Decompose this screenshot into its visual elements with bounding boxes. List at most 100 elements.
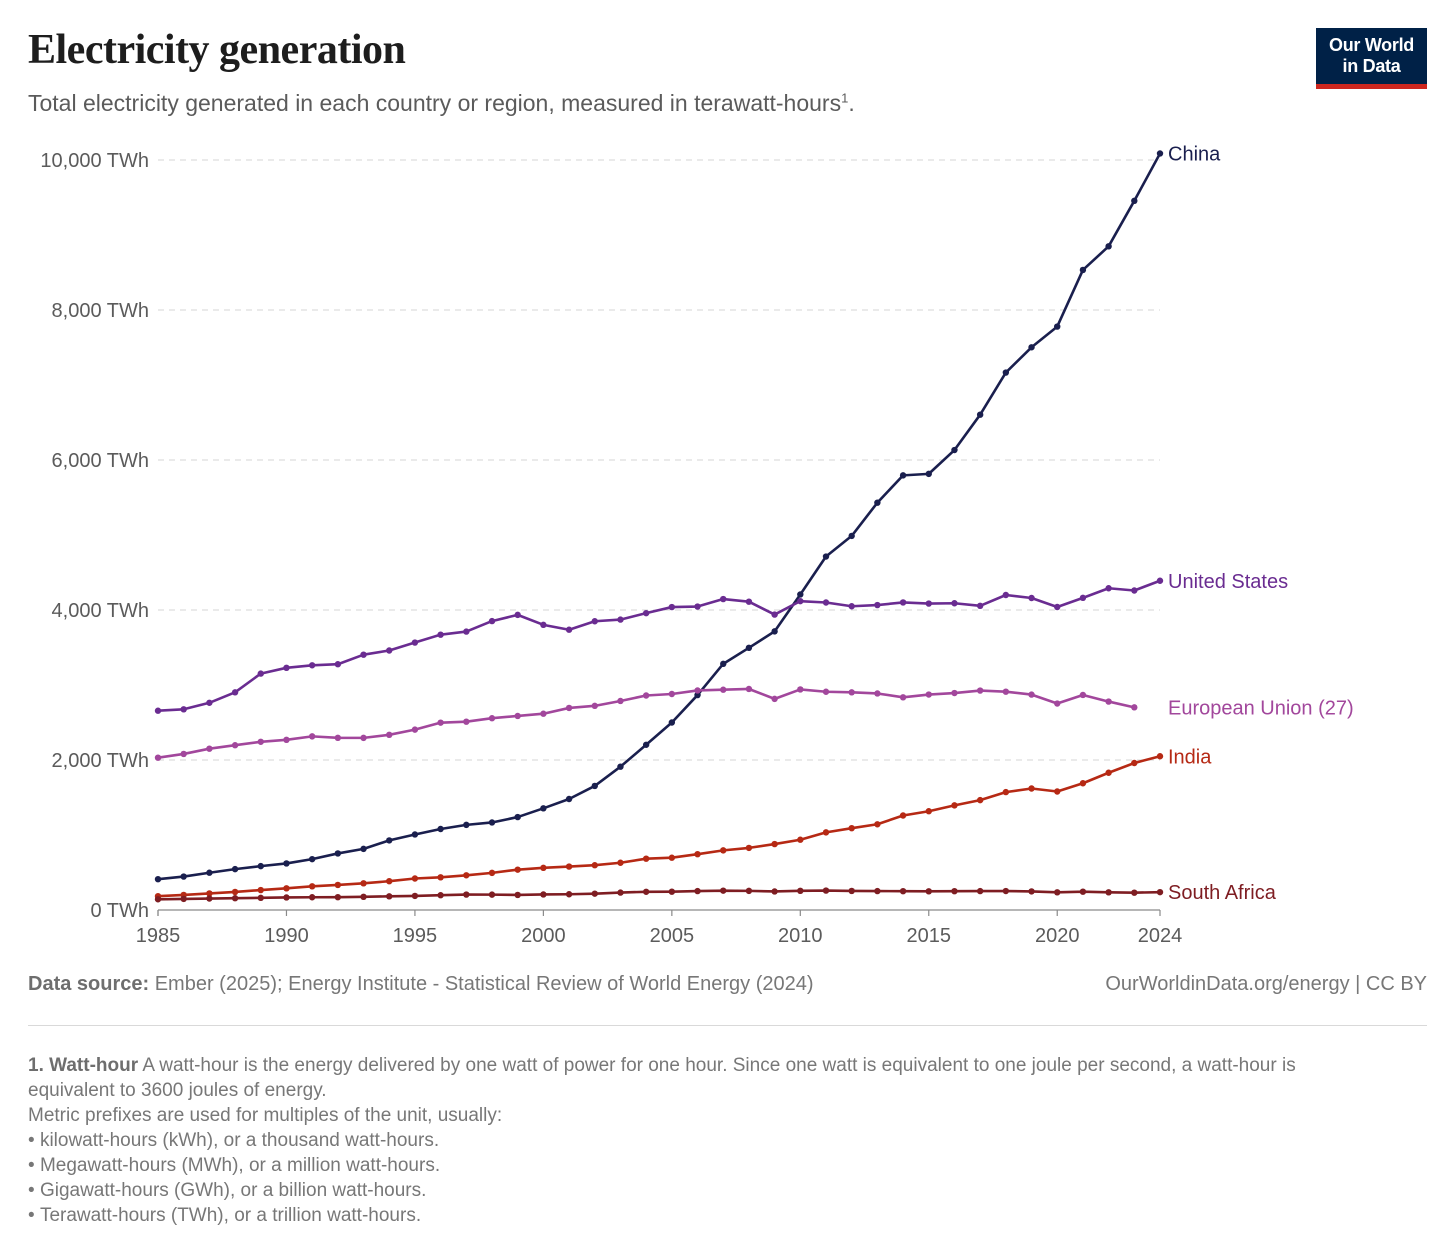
data-point[interactable] [1131, 704, 1138, 711]
data-point[interactable] [308, 733, 316, 740]
data-point[interactable] [951, 802, 958, 809]
data-point[interactable] [668, 719, 676, 726]
data-point[interactable] [540, 805, 547, 812]
data-point[interactable] [1028, 691, 1035, 698]
series-line[interactable] [157, 152, 1162, 881]
data-point[interactable] [411, 831, 419, 838]
data-point[interactable] [797, 887, 804, 894]
series-china[interactable] [154, 150, 1164, 883]
data-point[interactable] [308, 662, 316, 669]
data-point[interactable] [694, 887, 701, 895]
data-point[interactable] [745, 644, 753, 651]
series-label[interactable]: India [1168, 746, 1212, 768]
data-point[interactable] [720, 887, 727, 894]
data-point[interactable] [1002, 688, 1010, 695]
series-line[interactable] [157, 579, 1161, 713]
data-point[interactable] [925, 600, 932, 607]
data-point[interactable] [720, 660, 727, 668]
data-point[interactable] [411, 726, 419, 733]
data-point[interactable] [257, 894, 264, 902]
data-point[interactable] [848, 603, 855, 610]
data-point[interactable] [848, 689, 855, 696]
data-point[interactable] [308, 883, 316, 890]
data-point[interactable] [797, 591, 804, 598]
data-point[interactable] [308, 855, 316, 863]
data-point[interactable] [514, 712, 521, 720]
data-point[interactable] [437, 892, 444, 899]
data-point[interactable] [822, 599, 830, 606]
data-point[interactable] [206, 745, 213, 752]
data-point[interactable] [617, 697, 624, 705]
data-point[interactable] [874, 887, 881, 895]
data-point[interactable] [565, 626, 573, 633]
data-point[interactable] [231, 888, 239, 896]
data-point[interactable] [411, 875, 419, 882]
data-point[interactable] [386, 731, 393, 738]
series-label[interactable]: European Union (27) [1168, 697, 1354, 719]
data-point[interactable] [591, 890, 598, 897]
data-point[interactable] [283, 664, 290, 672]
data-point[interactable] [257, 738, 264, 745]
data-point[interactable] [154, 754, 162, 761]
data-point[interactable] [899, 599, 907, 606]
data-point[interactable] [1131, 197, 1138, 204]
data-point[interactable] [874, 499, 881, 506]
data-point[interactable] [874, 821, 881, 828]
data-point[interactable] [488, 869, 496, 877]
data-point[interactable] [720, 686, 727, 693]
data-point[interactable] [951, 600, 958, 607]
data-point[interactable] [360, 893, 367, 900]
data-point[interactable] [411, 639, 419, 646]
data-point[interactable] [488, 819, 496, 826]
data-point[interactable] [1079, 691, 1087, 699]
series-united-states[interactable] [154, 577, 1164, 714]
data-point[interactable] [771, 695, 778, 703]
data-point[interactable] [899, 472, 907, 479]
data-point[interactable] [231, 865, 239, 873]
data-point[interactable] [334, 850, 342, 857]
data-point[interactable] [386, 878, 393, 885]
data-point[interactable] [617, 763, 624, 770]
data-point[interactable] [437, 631, 444, 638]
data-point[interactable] [463, 718, 470, 725]
data-point[interactable] [642, 609, 650, 617]
data-point[interactable] [514, 891, 521, 899]
data-point[interactable] [668, 888, 676, 895]
data-point[interactable] [591, 862, 598, 869]
data-point[interactable] [1156, 753, 1164, 760]
data-point[interactable] [771, 888, 778, 895]
data-point[interactable] [154, 875, 162, 883]
data-point[interactable] [463, 891, 470, 898]
data-point[interactable] [514, 611, 521, 619]
data-point[interactable] [540, 864, 547, 872]
data-point[interactable] [565, 704, 573, 712]
data-point[interactable] [540, 710, 547, 717]
data-point[interactable] [308, 894, 316, 901]
data-point[interactable] [360, 845, 367, 853]
data-point[interactable] [668, 854, 676, 861]
data-point[interactable] [386, 893, 393, 900]
data-point[interactable] [1156, 888, 1164, 896]
data-point[interactable] [925, 470, 932, 478]
data-point[interactable] [283, 736, 290, 744]
data-point[interactable] [283, 860, 290, 867]
data-point[interactable] [334, 893, 342, 901]
data-point[interactable] [1028, 344, 1035, 351]
data-point[interactable] [386, 837, 393, 844]
series-line[interactable] [157, 754, 1161, 898]
data-point[interactable] [720, 595, 727, 603]
data-point[interactable] [180, 706, 187, 713]
data-point[interactable] [1002, 788, 1010, 796]
data-point[interactable] [1079, 594, 1087, 602]
data-point[interactable] [360, 880, 367, 887]
data-point[interactable] [771, 840, 778, 848]
source-text[interactable]: Ember (2025); Energy Institute - Statist… [149, 973, 814, 995]
data-point[interactable] [1131, 759, 1138, 767]
data-point[interactable] [437, 719, 444, 726]
data-point[interactable] [745, 844, 753, 852]
data-point[interactable] [180, 895, 187, 903]
data-point[interactable] [463, 872, 470, 879]
data-point[interactable] [231, 895, 239, 902]
data-point[interactable] [565, 891, 573, 898]
data-point[interactable] [540, 891, 547, 898]
